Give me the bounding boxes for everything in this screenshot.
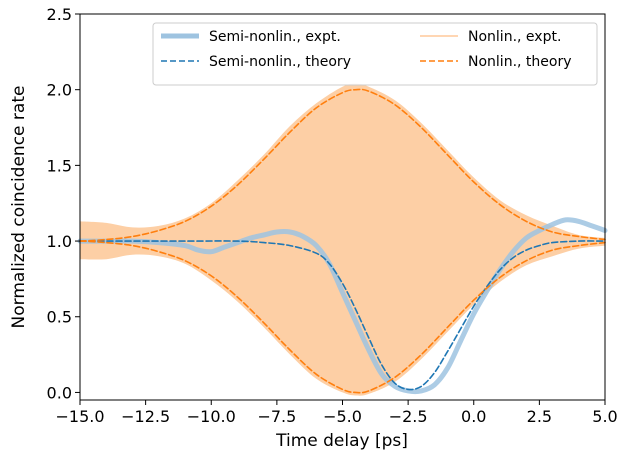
x-tick-label: −12.5 — [121, 407, 170, 426]
x-axis-title: Time delay [ps] — [275, 431, 408, 451]
semi-nonlin-theory-line — [79, 240, 606, 391]
x-tick-label: 2.5 — [527, 407, 552, 426]
x-tick-label: −10.0 — [187, 407, 236, 426]
y-tick-label: 2.5 — [47, 5, 72, 24]
x-tick-label: 0.0 — [461, 407, 486, 426]
y-axis-ticks: 0.0 0.5 1.0 1.5 2.0 2.5 — [47, 5, 80, 402]
y-tick-label: 1.5 — [47, 156, 72, 175]
y-tick-label: 0.5 — [47, 308, 72, 327]
series-line-layer — [77, 88, 608, 395]
x-tick-label: −5.0 — [323, 407, 362, 426]
legend-label: Semi-nonlin., theory — [209, 54, 351, 70]
x-tick-label: 5.0 — [592, 407, 617, 426]
nonlin-theory-lower-line — [79, 240, 606, 394]
y-axis-title: Normalized coincidence rate — [9, 86, 29, 329]
legend-label: Nonlin., expt. — [468, 29, 561, 45]
semi-nonlin-expt-line — [77, 217, 608, 395]
legend-box — [152, 22, 598, 86]
legend-label: Nonlin., theory — [468, 54, 572, 70]
nonlin-expt-band-layer — [80, 83, 605, 396]
y-tick-label: 1.0 — [47, 232, 72, 251]
legend: Semi-nonlin., expt. Nonlin., expt. Semi-no… — [152, 22, 598, 86]
nonlin-theory-upper-line — [79, 88, 606, 242]
x-tick-label: −2.5 — [389, 407, 428, 426]
x-tick-label: −15.0 — [55, 407, 104, 426]
legend-label: Semi-nonlin., expt. — [209, 29, 341, 45]
nonlin-expt-band — [80, 83, 605, 396]
x-axis-ticks: −15.0 −12.5 −10.0 −7.5 −5.0 −2.5 0.0 2.5 5.0 — [55, 400, 618, 426]
x-tick-label: −7.5 — [257, 407, 296, 426]
y-tick-label: 0.0 — [47, 383, 72, 402]
y-tick-label: 2.0 — [47, 81, 72, 100]
